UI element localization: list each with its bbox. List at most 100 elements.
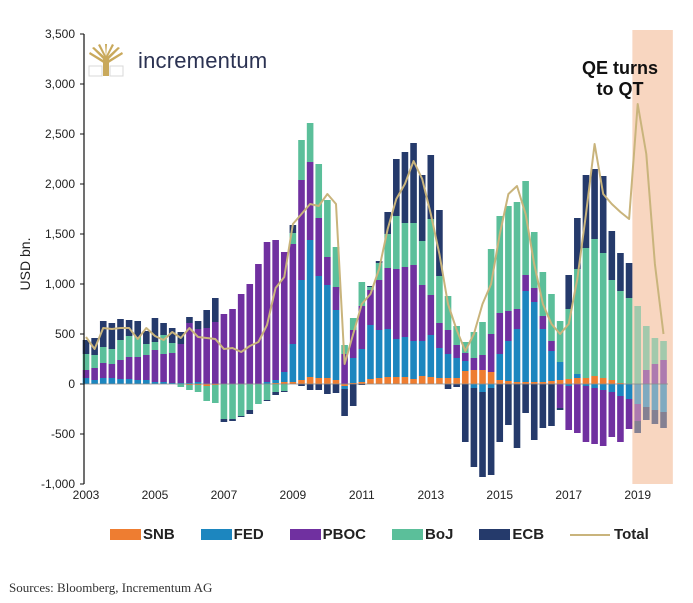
y-axis-ticks: -1,000 -500 0 500 1,000 1,500 2,000 2,500 3,000 3…: [41, 27, 651, 502]
bar-pboc: [151, 350, 159, 382]
bar-fed: [160, 382, 167, 384]
bar-pboc: [341, 354, 348, 384]
legend: SNB FED PBOC BoJ ECB Total: [110, 526, 675, 543]
bar-boj: [143, 344, 150, 355]
bar-fed: [401, 337, 409, 377]
bar-pboc: [384, 268, 391, 329]
legend-item-total: Total: [570, 526, 649, 543]
bar-snb: [539, 382, 547, 384]
bar-snb: [410, 379, 417, 384]
bar-ecb: [332, 384, 340, 393]
bar-ecb: [194, 321, 202, 329]
bar-boj: [496, 216, 504, 313]
x-tick-label: 2011: [349, 488, 375, 502]
bar-ecb: [203, 310, 210, 328]
legend-label-total: Total: [614, 526, 649, 543]
legend-item-pboc: PBOC: [289, 526, 366, 543]
bar-ecb: [220, 419, 228, 422]
bar-pboc: [660, 360, 667, 384]
bar-pboc: [513, 309, 521, 329]
bar-ecb: [151, 318, 159, 342]
bar-boj: [358, 282, 366, 306]
bar-boj: [444, 296, 452, 330]
bar-fed: [582, 384, 590, 386]
legend-item-ecb: ECB: [479, 526, 544, 543]
y-tick-label: 2,500: [45, 127, 75, 141]
bar-pboc: [565, 386, 573, 430]
bar-ecb: [349, 384, 357, 406]
bar-snb: [461, 371, 469, 384]
bar-pboc: [591, 388, 598, 444]
bar-snb: [522, 382, 529, 384]
bar-ecb: [212, 298, 219, 322]
bar-pboc: [108, 364, 116, 378]
bar-pboc: [375, 280, 383, 330]
bar-snb: [548, 381, 555, 384]
bar-pboc: [82, 370, 90, 378]
bar-boj: [384, 234, 391, 268]
bar-snb: [436, 378, 443, 384]
y-tick-label: 2,000: [45, 177, 75, 191]
bar-fed: [168, 383, 176, 384]
bar-boj: [332, 247, 340, 287]
bar-boj: [255, 384, 262, 404]
bar-fed: [117, 379, 124, 384]
bar-pboc: [643, 370, 650, 384]
bar-fed: [436, 348, 443, 378]
bar-ecb: [505, 384, 512, 425]
legend-item-snb: SNB: [110, 526, 175, 543]
bar-pboc: [393, 269, 400, 339]
bar-boj: [410, 223, 417, 265]
bar-fed: [134, 380, 142, 384]
bar-boj: [186, 385, 193, 390]
bar-ecb: [565, 275, 573, 309]
bar-fed: [341, 386, 348, 389]
bar-fed: [660, 384, 667, 412]
bar-snb: [186, 384, 193, 385]
bar-ecb: [427, 155, 435, 219]
bar-ecb: [108, 323, 116, 349]
bar-boj: [324, 200, 331, 257]
bar-boj: [574, 269, 581, 374]
bar-boj: [660, 341, 667, 360]
bar-ecb: [617, 253, 624, 291]
bar-snb: [194, 384, 202, 385]
bar-boj: [108, 349, 116, 364]
bar-ecb: [306, 384, 314, 390]
bar-pboc: [332, 287, 340, 310]
bar-snb: [289, 382, 297, 384]
bar-ecb: [263, 400, 271, 401]
legend-line-total: [570, 533, 611, 536]
x-tick-label: 2013: [417, 488, 444, 502]
total-line: [85, 103, 665, 365]
bar-snb: [375, 378, 383, 384]
x-tick-label: 2009: [280, 488, 307, 502]
bar-pboc: [436, 323, 443, 348]
bar-snb: [453, 378, 460, 384]
bar-ecb: [539, 384, 547, 428]
bar-snb: [565, 379, 573, 384]
bar-ecb: [436, 210, 443, 276]
bar-pboc: [427, 295, 435, 335]
bar-ecb: [160, 323, 167, 335]
bar-boj: [599, 253, 607, 378]
bar-boj: [177, 384, 185, 387]
bar-snb: [591, 376, 598, 384]
bar-boj: [280, 384, 288, 391]
bar-boj: [470, 332, 478, 358]
bar-pboc: [574, 384, 581, 433]
bar-fed: [513, 329, 521, 382]
bar-fed: [306, 240, 314, 377]
bar-pboc: [177, 344, 185, 383]
x-tick-label: 2019: [624, 488, 651, 502]
bar-pboc: [418, 285, 426, 341]
bar-snb: [496, 380, 504, 384]
bar-fed: [125, 379, 133, 384]
bar-ecb: [341, 389, 348, 416]
bar-pboc: [470, 358, 478, 370]
bar-boj: [522, 181, 529, 275]
brand-logo: incrementum: [88, 44, 267, 78]
bar-fed: [453, 358, 460, 378]
bar-pboc: [496, 313, 504, 354]
bar-pboc: [358, 306, 366, 349]
